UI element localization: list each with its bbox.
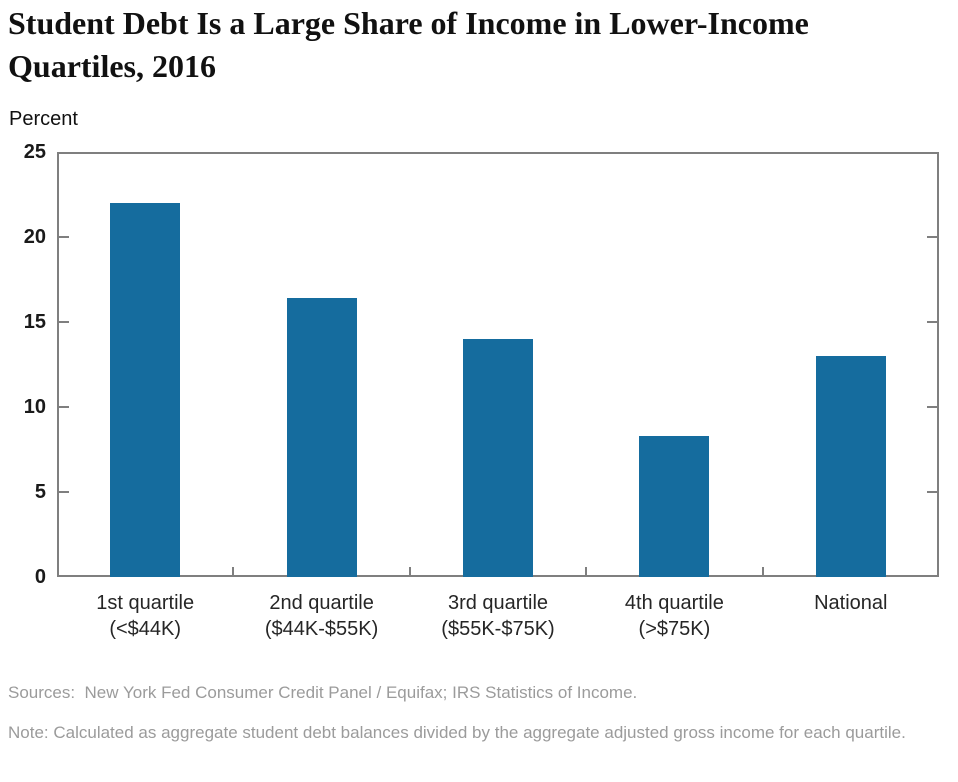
y-axis-tick-left: [59, 236, 69, 238]
y-axis-tick-right: [927, 236, 937, 238]
y-axis-tick-left: [59, 321, 69, 323]
x-axis-category-label: 3rd quartile ($55K-$75K): [441, 592, 555, 640]
x-axis-tick: [585, 567, 588, 575]
bar-3: [463, 339, 533, 577]
y-axis-tick-label: 5: [34, 481, 46, 503]
y-axis-tick-left: [59, 491, 69, 493]
y-axis-tick-left: [59, 406, 69, 408]
x-axis-category-label: 4th quartile (>$75K): [624, 592, 724, 640]
x-axis-tick: [761, 567, 764, 575]
bar-5: [815, 356, 886, 577]
y-axis-unit-label: Percent: [9, 108, 78, 130]
x-axis-tick: [232, 567, 235, 575]
x-axis-tick: [408, 567, 411, 575]
chart-title-line-2: Quartiles, 2016: [8, 48, 216, 84]
x-axis-category-label: 1st quartile (<$44K): [96, 592, 195, 640]
note-text: Note: Calculated as aggregate student de…: [8, 723, 906, 742]
bar-4: [639, 435, 710, 577]
chart-title: Student Debt Is a Large Share of Income …: [8, 2, 948, 88]
y-axis-tick-label: 0: [34, 566, 46, 588]
sources-text: Sources: New York Fed Consumer Credit Pa…: [8, 683, 638, 702]
y-axis-tick-right: [927, 321, 937, 323]
y-axis-tick-right: [927, 406, 937, 408]
bar-1: [110, 203, 181, 577]
chart-title-line-1: Student Debt Is a Large Share of Income …: [8, 5, 809, 41]
x-axis-category-label: 2nd quartile ($44K-$55K): [264, 592, 379, 640]
y-axis-tick-right: [927, 491, 937, 493]
bar-2: [286, 298, 357, 577]
y-axis-tick-label: 25: [23, 141, 46, 163]
x-axis-category-label: National: [814, 592, 888, 614]
y-axis-tick-label: 15: [23, 311, 46, 333]
y-axis-tick-label: 10: [23, 396, 46, 418]
y-axis-tick-label: 20: [23, 226, 46, 248]
